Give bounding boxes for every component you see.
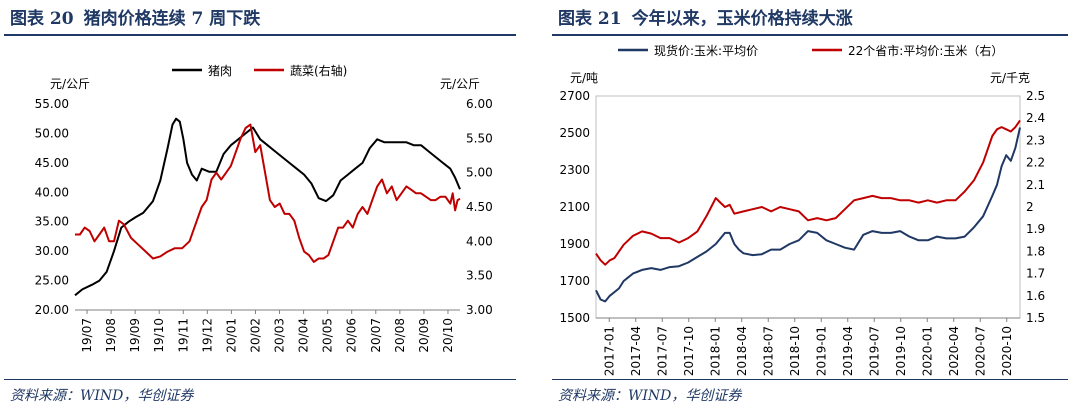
y-axis-label: 元/吨 [570, 71, 598, 85]
x-tick-label: 20/07 [369, 318, 383, 353]
pork-vegetable-chart: 20.00 25.00 30.00 35.00 40.00 45.00 50.00 55.00… [35, 63, 493, 353]
x-tick-label: 20/09 [417, 318, 431, 353]
y2-axis-label: 元/千克 [990, 71, 1030, 85]
y-tick-label: 1900 [559, 237, 590, 251]
source-rule [4, 379, 516, 380]
series-line [595, 127, 1021, 303]
y2-tick-label: 1.5 [1026, 311, 1045, 325]
y2-tick-label: 2.5 [1026, 89, 1045, 103]
y-tick-label: 2700 [559, 89, 590, 103]
x-tick-label: 20/05 [321, 318, 335, 353]
y2-tick-label: 2 [1026, 200, 1034, 214]
y2-tick-label: 6.00 [466, 97, 493, 111]
x-tick-label: 20/06 [345, 318, 359, 353]
series-line [595, 119, 1021, 266]
x-tick-label: 2018-07 [761, 326, 775, 376]
y2-tick-label: 5.50 [466, 131, 493, 145]
legend-label: 现货价:玉米:平均价 [654, 43, 758, 58]
corn-price-chart: 1500 1700 1900 2100 2300 2500 2700 1.5 1.6 1.7 1.8… [559, 43, 1045, 376]
chart-title: 图表 20 猪肉价格连续 7 周下跌 [10, 9, 261, 29]
y-tick-label: 50.00 [35, 126, 69, 140]
y-tick-label: 2500 [559, 126, 590, 140]
x-tick-label: 2017-10 [682, 326, 696, 376]
x-tick-label: 2018-04 [735, 326, 749, 376]
series-line [75, 123, 461, 263]
y-tick-label: 55.00 [35, 97, 69, 111]
x-tick-label: 19/11 [176, 318, 190, 353]
y-tick-label: 40.00 [35, 185, 69, 199]
chart-panel-corn: 图表 21 今年以来，玉米价格持续大涨 1500 1700 1900 2100 2300 2… [548, 0, 1074, 413]
x-tick-label: 2018-01 [708, 326, 722, 376]
y2-tick-label: 2.4 [1026, 111, 1045, 125]
x-tick-label: 2017-07 [655, 326, 669, 376]
y2-tick-label: 2.2 [1026, 156, 1045, 170]
x-tick-label: 20/10 [441, 318, 455, 353]
x-tick-label: 2019-07 [867, 326, 881, 376]
x-tick-label: 2020-04 [947, 326, 961, 376]
x-tick-label: 2019-04 [841, 326, 855, 376]
x-tick-label: 2020-10 [1000, 326, 1014, 376]
x-tick-label: 2019-10 [894, 326, 908, 376]
x-tick-label: 2018-10 [788, 326, 802, 376]
y2-tick-label: 4.00 [466, 234, 493, 248]
x-tick-label: 20/02 [248, 318, 262, 353]
y2-tick-label: 2.3 [1026, 133, 1045, 147]
y-tick-label: 1700 [559, 274, 590, 288]
x-tick-label: 20/03 [273, 318, 287, 353]
x-tick-label: 20/04 [297, 318, 311, 353]
plot-frame [595, 95, 1021, 319]
chart-source: 资料来源：WIND，华创证券 [558, 388, 742, 404]
y-tick-label: 1500 [559, 311, 590, 325]
x-tick-label: 2020-01 [920, 326, 934, 376]
x-tick-label: 19/10 [152, 318, 166, 353]
y2-tick-label: 1.6 [1026, 289, 1045, 303]
x-tick-label: 20/08 [393, 318, 407, 353]
x-tick-label: 2019-01 [814, 326, 828, 376]
y2-tick-label: 1.8 [1026, 244, 1045, 258]
y2-tick-label: 1.7 [1026, 267, 1045, 281]
x-tick-label: 2020-07 [973, 326, 987, 376]
y-tick-label: 25.00 [35, 274, 69, 288]
x-tick-label: 19/09 [128, 318, 142, 353]
chart-title: 图表 21 今年以来，玉米价格持续大涨 [558, 9, 853, 29]
y-tick-label: 45.00 [35, 156, 69, 170]
series-line [74, 117, 461, 297]
legend-label: 22个省市:平均价:玉米（右） [848, 43, 1003, 58]
y2-axis-label: 元/公斤 [440, 77, 480, 91]
y-tick-label: 30.00 [35, 244, 69, 258]
x-tick-label: 19/07 [80, 318, 94, 353]
source-rule [552, 379, 1068, 380]
legend-label: 猪肉 [208, 64, 232, 78]
legend-label: 蔬菜(右轴) [290, 63, 347, 78]
x-tick-label: 2017-01 [602, 326, 616, 376]
chart-source: 资料来源：WIND，华创证券 [10, 388, 194, 404]
y2-tick-label: 5.00 [466, 166, 493, 180]
y2-tick-label: 1.9 [1026, 222, 1045, 236]
title-rule [552, 34, 1068, 36]
y-tick-label: 2300 [559, 163, 590, 177]
chart-panel-pork-vegetables: 图表 20 猪肉价格连续 7 周下跌 20.00 25.00 30.00 35.00 40… [0, 0, 522, 413]
y-axis-label: 元/公斤 [50, 77, 90, 91]
title-rule [4, 34, 516, 36]
y-tick-label: 35.00 [35, 215, 69, 229]
y-tick-label: 2100 [559, 200, 590, 214]
y-tick-label: 20.00 [35, 303, 69, 317]
y2-tick-label: 4.50 [466, 200, 493, 214]
x-tick-label: 19/08 [104, 318, 118, 353]
x-tick-label: 2017-04 [629, 326, 643, 376]
x-tick-label: 19/12 [200, 318, 214, 353]
y2-tick-label: 2.1 [1026, 178, 1045, 192]
x-tick-label: 20/01 [224, 318, 238, 353]
y2-tick-label: 3.00 [466, 303, 493, 317]
y2-tick-label: 3.50 [466, 269, 493, 283]
